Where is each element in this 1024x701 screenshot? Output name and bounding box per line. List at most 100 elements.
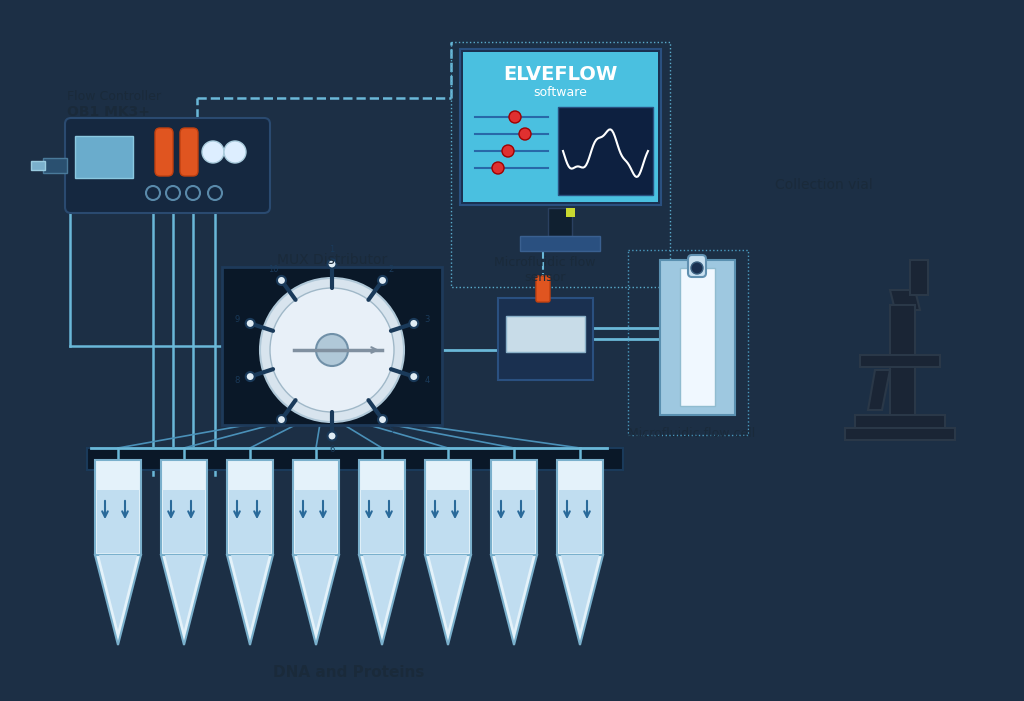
Bar: [229, 490, 271, 553]
Text: Microfluidic flow: Microfluidic flow: [495, 256, 596, 269]
Bar: [161, 460, 207, 555]
Text: Microfluidic flow cell: Microfluidic flow cell: [629, 427, 756, 440]
Polygon shape: [161, 555, 207, 645]
Text: 1: 1: [330, 245, 335, 254]
Bar: [227, 460, 273, 555]
Bar: [559, 490, 601, 553]
Polygon shape: [868, 370, 890, 410]
Polygon shape: [425, 555, 471, 645]
Bar: [680, 268, 715, 406]
FancyBboxPatch shape: [155, 128, 173, 176]
Circle shape: [328, 432, 337, 440]
Polygon shape: [890, 290, 920, 310]
Circle shape: [224, 141, 246, 163]
FancyBboxPatch shape: [180, 128, 198, 176]
Circle shape: [492, 162, 504, 174]
Text: 7: 7: [270, 426, 275, 435]
Bar: [359, 460, 406, 555]
Text: DNA and Proteins: DNA and Proteins: [273, 665, 425, 680]
Text: 2: 2: [388, 264, 393, 273]
Polygon shape: [362, 555, 401, 630]
Circle shape: [691, 262, 703, 274]
Bar: [558, 107, 653, 195]
Bar: [490, 460, 537, 555]
Bar: [87, 448, 623, 470]
Circle shape: [378, 276, 387, 285]
Circle shape: [328, 259, 337, 268]
Circle shape: [246, 372, 255, 381]
Polygon shape: [165, 555, 203, 630]
Bar: [427, 490, 469, 553]
Bar: [566, 208, 575, 217]
Text: software: software: [534, 86, 587, 99]
Polygon shape: [490, 555, 537, 645]
Bar: [361, 490, 403, 553]
Polygon shape: [227, 555, 273, 645]
Polygon shape: [561, 555, 599, 630]
FancyBboxPatch shape: [65, 118, 270, 213]
Bar: [75, 136, 133, 178]
Circle shape: [246, 319, 255, 328]
Bar: [845, 428, 955, 440]
Text: 8: 8: [234, 376, 240, 386]
Bar: [95, 460, 141, 555]
Text: MUX Distributor: MUX Distributor: [276, 253, 387, 267]
Text: 5: 5: [388, 426, 393, 435]
FancyBboxPatch shape: [688, 255, 706, 277]
Bar: [425, 460, 471, 555]
Bar: [890, 305, 915, 420]
Text: 3: 3: [424, 315, 430, 324]
Bar: [31, 161, 45, 170]
Bar: [860, 355, 940, 367]
Polygon shape: [429, 555, 467, 630]
Text: 4: 4: [425, 376, 430, 386]
Circle shape: [378, 415, 387, 424]
Text: OB1 MK3+: OB1 MK3+: [67, 105, 150, 119]
Circle shape: [276, 415, 286, 424]
Bar: [43, 158, 67, 173]
Bar: [628, 250, 748, 435]
Polygon shape: [297, 555, 335, 630]
Polygon shape: [293, 555, 339, 645]
Circle shape: [316, 334, 348, 366]
Polygon shape: [557, 555, 603, 645]
Circle shape: [509, 111, 521, 123]
Bar: [910, 260, 928, 295]
Polygon shape: [359, 555, 406, 645]
Bar: [855, 415, 945, 435]
Circle shape: [502, 145, 514, 157]
Polygon shape: [95, 555, 141, 645]
Bar: [460, 49, 662, 205]
Text: 10: 10: [268, 264, 279, 273]
Text: Flow Controller: Flow Controller: [67, 90, 161, 103]
Text: ELVEFLOW: ELVEFLOW: [503, 64, 617, 83]
Bar: [295, 490, 337, 553]
Bar: [293, 460, 339, 555]
Text: sensor: sensor: [524, 271, 565, 284]
Bar: [506, 316, 585, 352]
Bar: [660, 260, 735, 415]
Circle shape: [270, 288, 394, 412]
FancyBboxPatch shape: [536, 276, 550, 302]
Bar: [463, 52, 658, 202]
Polygon shape: [495, 555, 534, 630]
Bar: [222, 267, 442, 425]
Polygon shape: [231, 555, 269, 630]
Bar: [548, 208, 572, 236]
Circle shape: [410, 319, 418, 328]
Bar: [498, 298, 593, 380]
Circle shape: [260, 278, 404, 422]
Text: Collection vial: Collection vial: [775, 178, 872, 192]
Bar: [163, 490, 205, 553]
Text: 6: 6: [330, 446, 335, 454]
Circle shape: [202, 141, 224, 163]
Bar: [557, 460, 603, 555]
Bar: [493, 490, 535, 553]
Bar: [520, 236, 600, 251]
Circle shape: [519, 128, 531, 140]
Circle shape: [276, 276, 286, 285]
Text: 9: 9: [234, 315, 240, 324]
Bar: [97, 490, 139, 553]
Circle shape: [410, 372, 418, 381]
Polygon shape: [99, 555, 137, 630]
